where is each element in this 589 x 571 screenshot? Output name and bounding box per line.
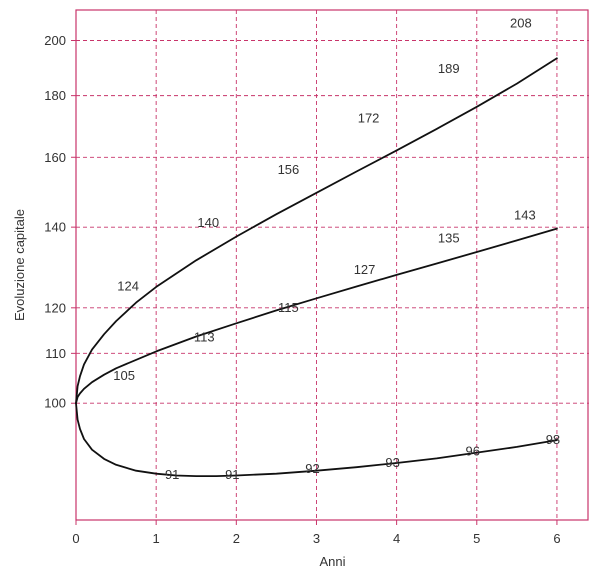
- point-label: 140: [197, 215, 219, 230]
- point-label: 208: [510, 16, 532, 31]
- y-tick-label: 200: [44, 33, 66, 48]
- series-line-3: [75, 402, 558, 478]
- point-label: 105: [113, 368, 135, 383]
- point-labels: 208 189 172 156 140 124 105 113 115 127 135 143 91 91…: [113, 16, 560, 483]
- series-lines: [75, 57, 558, 478]
- y-tick-label: 100: [44, 396, 66, 411]
- series-line-1: [75, 57, 558, 405]
- point-label: 156: [278, 162, 300, 177]
- x-tick-label: 0: [72, 531, 79, 546]
- series-line-2: [75, 227, 558, 405]
- x-tick-label: 5: [473, 531, 480, 546]
- point-label: 127: [354, 262, 376, 277]
- x-tick-label: 2: [233, 531, 240, 546]
- x-axis-label: Anni: [319, 554, 345, 569]
- point-label: 113: [194, 330, 215, 345]
- point-label: 189: [438, 61, 460, 76]
- plot-frame: [75, 9, 589, 521]
- point-label: 93: [385, 455, 399, 470]
- y-axis-ticks: 100 110 120 140 160 180 200: [44, 33, 76, 411]
- grid: [76, 10, 589, 520]
- point-label: 92: [305, 461, 319, 476]
- point-label: 91: [225, 467, 239, 482]
- x-tick-label: 6: [553, 531, 560, 546]
- y-tick-label: 120: [44, 300, 66, 315]
- y-tick-label: 140: [44, 220, 66, 235]
- point-label: 143: [514, 208, 536, 223]
- point-label: 98: [546, 432, 560, 447]
- point-label: 172: [358, 110, 380, 125]
- point-label: 115: [278, 300, 299, 315]
- point-label: 91: [165, 467, 179, 482]
- x-axis-ticks: 0 1 2 3 4 5 6: [72, 520, 561, 546]
- y-tick-label: 160: [44, 150, 66, 165]
- point-label: 124: [117, 279, 139, 294]
- y-tick-label: 180: [44, 88, 66, 103]
- x-tick-label: 1: [153, 531, 160, 546]
- y-tick-label: 110: [45, 346, 66, 361]
- point-label: 96: [466, 443, 480, 458]
- point-label: 135: [438, 230, 460, 245]
- y-axis-label: Evoluzione capitale: [12, 209, 27, 321]
- x-tick-label: 4: [393, 531, 400, 546]
- x-tick-label: 3: [313, 531, 320, 546]
